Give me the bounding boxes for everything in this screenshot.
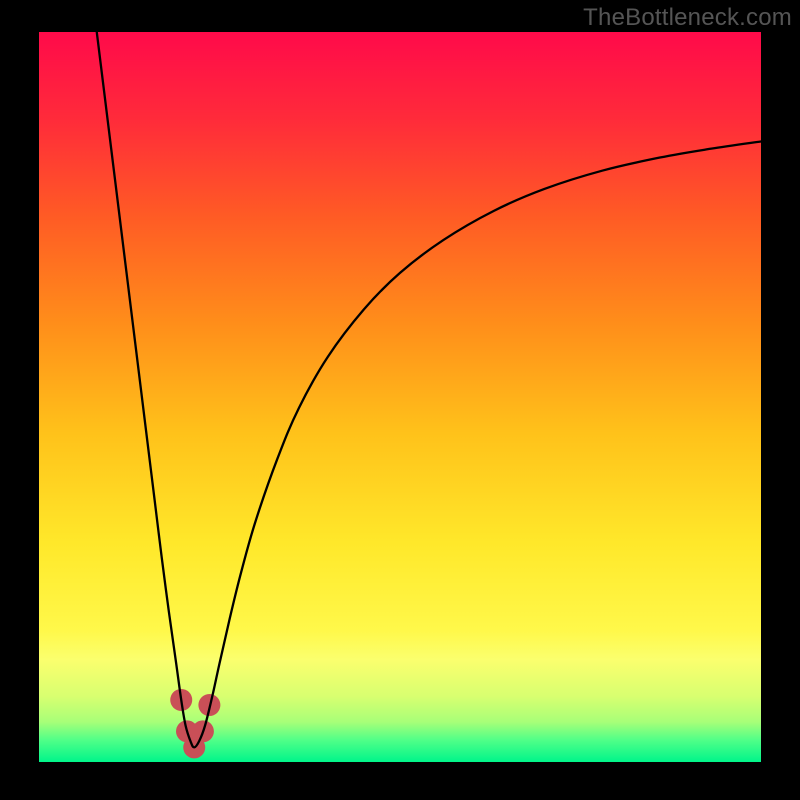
chart-container: TheBottleneck.com xyxy=(0,0,800,800)
bottleneck-chart xyxy=(0,0,800,800)
plot-background xyxy=(39,32,761,762)
watermark-text: TheBottleneck.com xyxy=(583,4,792,32)
